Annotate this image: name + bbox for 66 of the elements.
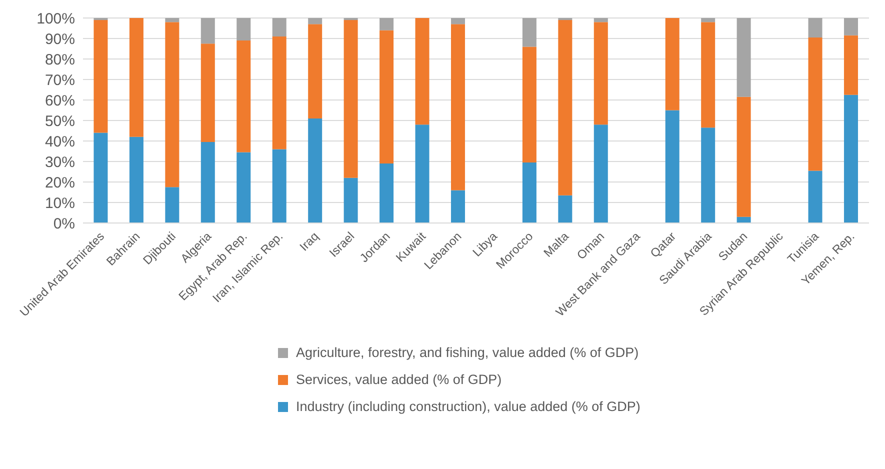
bar <box>200 44 215 142</box>
bar <box>450 24 465 190</box>
bar <box>522 18 536 47</box>
y-tick-label: 100% <box>36 10 75 28</box>
bar <box>736 216 751 223</box>
bar <box>736 96 751 217</box>
bar <box>808 18 822 38</box>
bar <box>415 124 430 223</box>
bar <box>450 190 465 223</box>
bar <box>129 136 144 223</box>
bar <box>94 132 108 223</box>
bar <box>165 18 180 22</box>
bar <box>665 110 680 223</box>
y-tick-label: 80% <box>44 51 75 68</box>
bar <box>808 37 822 171</box>
bar <box>665 18 680 110</box>
bar <box>594 124 608 223</box>
bar <box>236 18 251 41</box>
y-tick-label: 70% <box>44 72 75 89</box>
legend-label: Services, value added (% of GDP) <box>295 372 503 387</box>
bar <box>308 24 322 118</box>
bar <box>844 35 858 95</box>
bar <box>380 18 394 30</box>
legend-label: Industry (including construction), value added (% of GDP) <box>295 399 642 414</box>
bar <box>522 162 536 223</box>
bar <box>415 18 430 125</box>
y-tick-label: 0% <box>53 215 75 232</box>
bar <box>308 18 322 24</box>
bar <box>380 30 394 164</box>
bar <box>272 149 286 223</box>
bar <box>594 18 608 22</box>
bar <box>701 128 716 223</box>
bar <box>236 40 251 152</box>
y-tick-label: 90% <box>44 30 75 48</box>
bar <box>844 18 858 36</box>
x-tick-label: Iraq <box>296 229 322 254</box>
y-tick-label: 20% <box>44 174 75 192</box>
bar <box>701 18 716 22</box>
bar <box>94 20 108 133</box>
bar <box>129 18 144 137</box>
bar <box>844 94 858 223</box>
y-tick-label: 10% <box>44 194 75 212</box>
bar <box>344 178 358 223</box>
bar <box>272 18 286 36</box>
bar <box>558 195 572 223</box>
bar <box>522 46 536 163</box>
bar <box>165 22 180 188</box>
bar <box>200 18 215 44</box>
bar <box>594 22 608 125</box>
y-tick-label: 30% <box>44 154 75 171</box>
y-tick-label: 50% <box>44 112 75 130</box>
y-tick-label: 40% <box>44 133 75 150</box>
bar <box>308 118 322 223</box>
bar <box>272 36 286 150</box>
bar <box>200 142 215 223</box>
bar <box>558 20 572 196</box>
bar <box>380 164 394 223</box>
bar <box>701 22 716 128</box>
bar <box>344 20 358 178</box>
bar <box>236 152 251 223</box>
bar <box>808 170 822 223</box>
bar <box>165 187 180 223</box>
bar <box>450 18 465 24</box>
bar <box>736 18 751 97</box>
legend-label: Agriculture, forestry, and fishing, value added (% of GDP) <box>295 345 640 360</box>
y-tick-label: 60% <box>44 92 75 110</box>
